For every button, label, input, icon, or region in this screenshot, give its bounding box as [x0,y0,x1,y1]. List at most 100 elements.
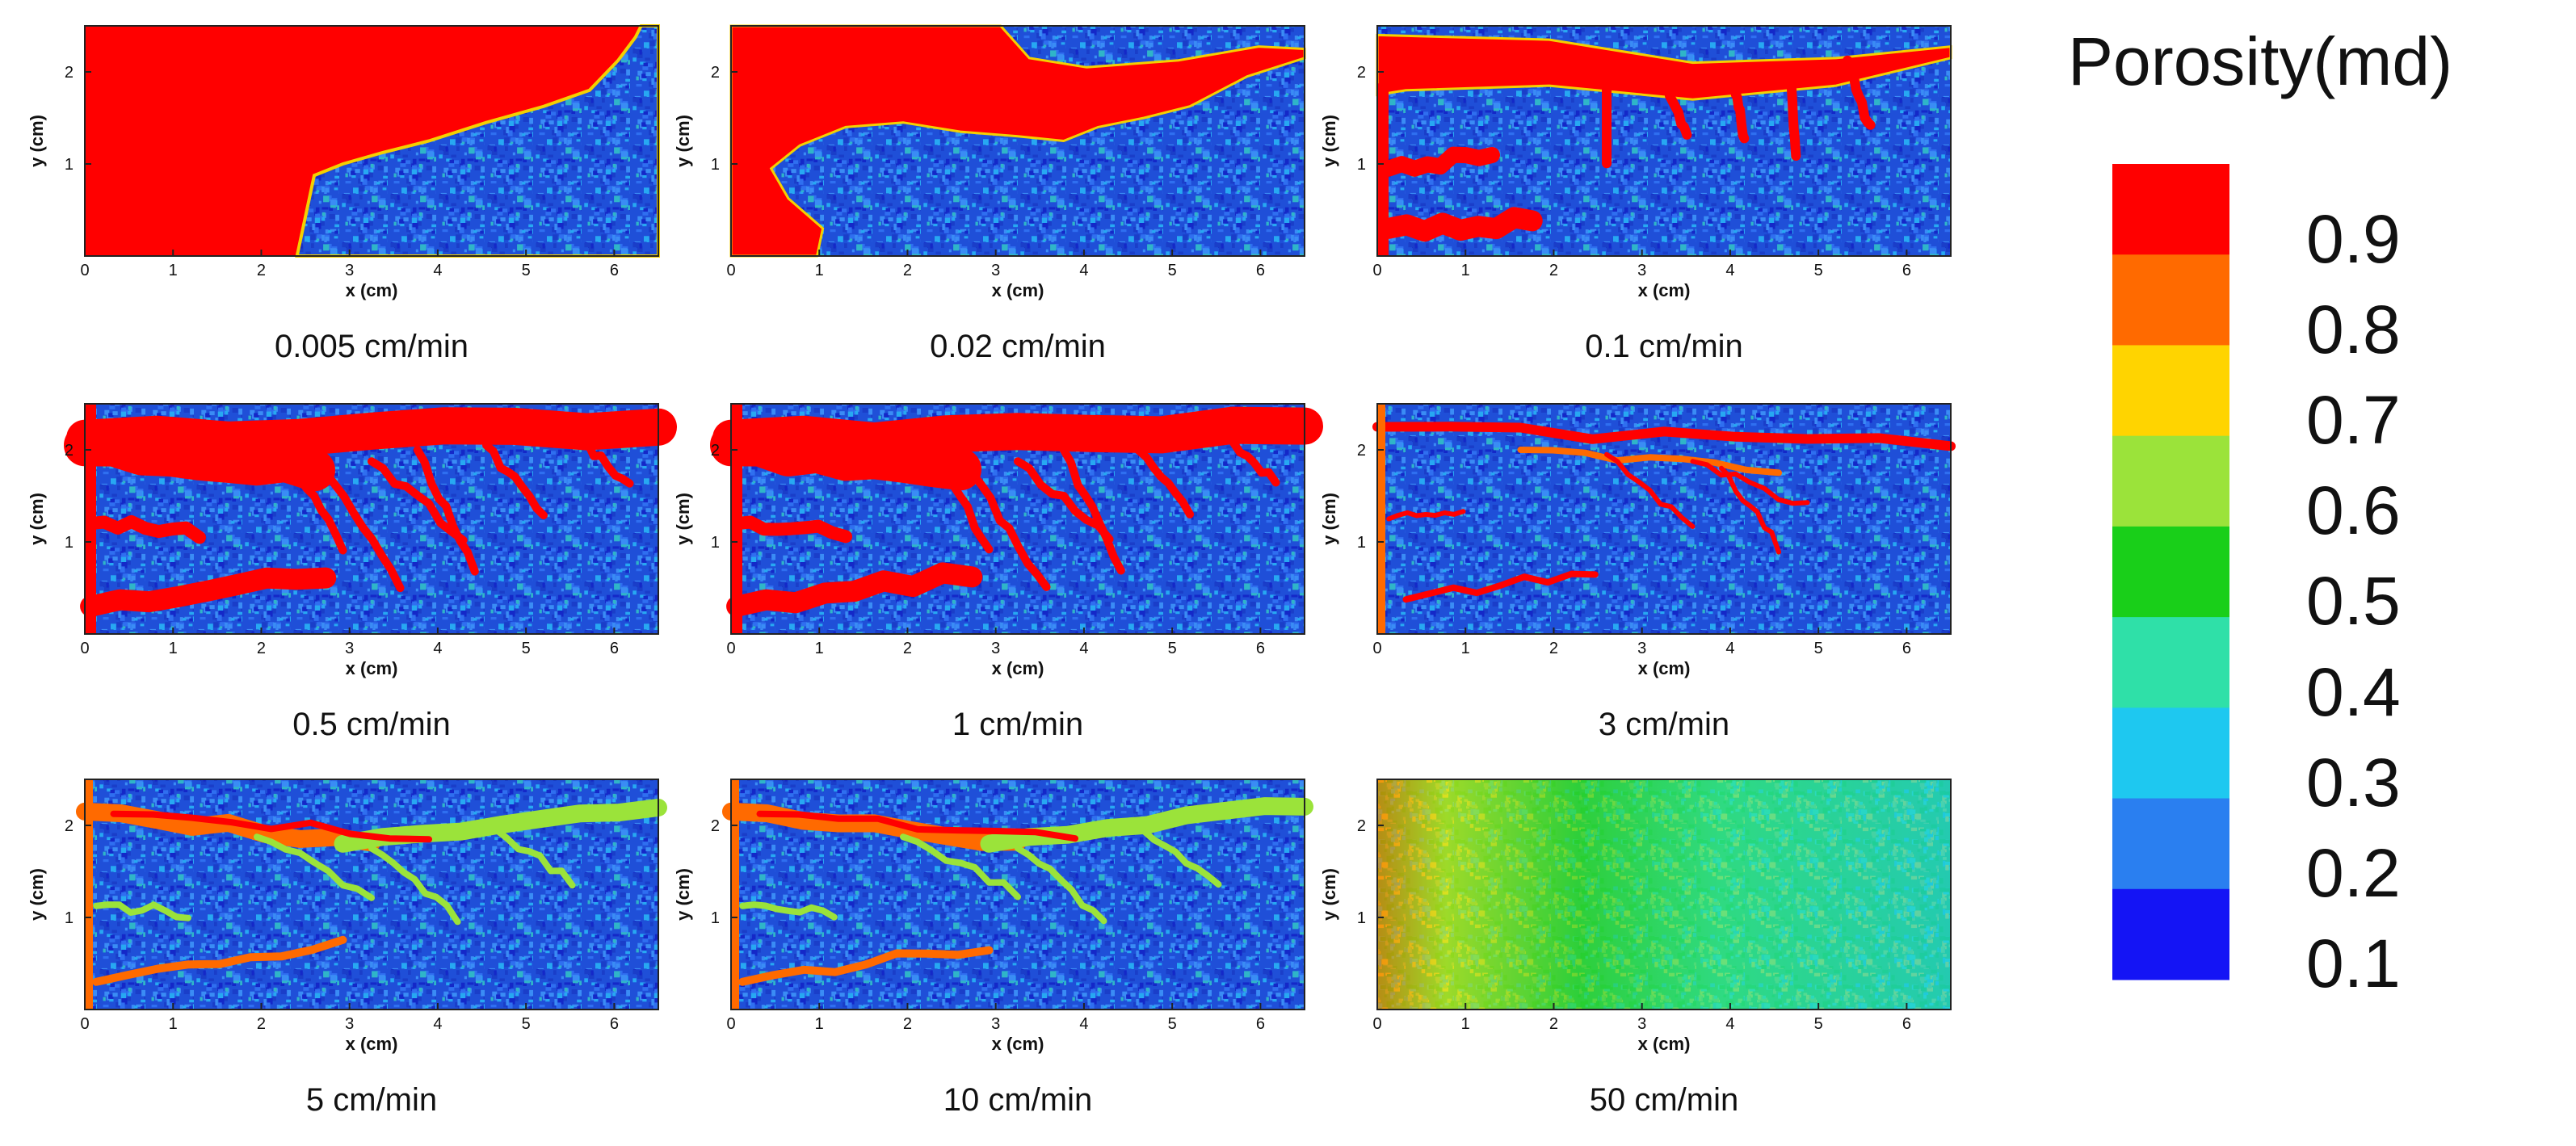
panel-5-xtick-label: 3 [991,640,1000,657]
panel-5-inlet-face [731,404,742,634]
panel-3-caption: 0.1 cm/min [1585,329,1743,364]
colorbar-label: 0.4 [2306,653,2401,730]
panel-7: 0 1 2 3 4 5 6 1 2 x (cm) y (cm) [27,779,667,1054]
panel-1-frame [84,25,659,257]
panel-4-caption: 0.5 cm/min [292,707,451,742]
panel-6-xtick-label: 3 [1637,640,1646,657]
panel-4-xtick-label: 0 [80,640,89,657]
panel-6-ylabel: y (cm) [1319,493,1339,545]
panel-8-ytick-label: 2 [711,817,720,835]
colorbar-label: 0.1 [2306,926,2401,1002]
panel-6-xlabel: x (cm) [1638,658,1691,678]
panel-4-xtick-label: 2 [257,640,266,657]
panel-4-xtick-label: 4 [433,640,442,657]
panel-3-ylabel: y (cm) [1319,115,1339,167]
panel-1-xlabel: x (cm) [346,280,398,300]
panel-7-xtick-label: 6 [610,1015,619,1033]
colorbar [2112,164,2229,980]
panel-7-xtick-label: 3 [345,1015,354,1033]
colorbar-label: 0.3 [2306,744,2401,821]
panel-8-xtick-label: 2 [903,1015,912,1033]
panel-4-frame [84,403,659,635]
panel-6-xtick-label: 6 [1902,640,1911,657]
panel-9: 0 1 2 3 4 5 6 1 2 x (cm) y (cm) [1319,779,1952,1054]
colorbar-label: 0.6 [2306,472,2401,549]
panel-3-xtick-label: 2 [1549,262,1558,279]
colorbar-swatch [2112,345,2229,437]
panel-5-xtick-label: 5 [1168,640,1177,657]
panel-4-xlabel: x (cm) [346,658,398,678]
panel-5-xlabel: x (cm) [992,658,1044,678]
panel-8-frame [730,779,1305,1010]
panel-3-xtick-label: 4 [1725,262,1734,279]
panel-9-xtick-label: 4 [1725,1015,1734,1033]
panel-1: 0 1 2 3 4 5 6 1 2 x (cm) y (cm) [27,24,660,300]
colorbar-swatch [2112,526,2229,618]
panel-8-caption: 10 cm/min [943,1082,1093,1118]
panel-3-xtick-label: 6 [1902,262,1911,279]
colorbar-label: 0.7 [2306,381,2401,458]
panel-6-xtick-label: 4 [1725,640,1734,657]
colorbar-swatch [2112,435,2229,527]
panel-8-xtick-label: 5 [1168,1015,1177,1033]
colorbar-swatch [2112,888,2229,980]
panel-1-xtick-label: 0 [80,262,89,279]
panel-7-xtick-label: 5 [522,1015,531,1033]
panel-9-ytick-label: 1 [1357,909,1366,927]
panel-8-xtick-label: 0 [726,1015,735,1033]
panel-9-caption: 50 cm/min [1589,1082,1739,1118]
panel-1-ytick-label: 1 [65,156,74,174]
panel-4-xtick-label: 5 [522,640,531,657]
panel-6-frame [1376,403,1952,635]
panel-8-xtick-label: 1 [815,1015,824,1033]
panel-3-xtick-label: 3 [1637,262,1646,279]
panel-1-xtick-label: 6 [610,262,619,279]
panel-2-xtick-label: 5 [1168,262,1177,279]
panel-7-ytick-label: 1 [65,909,74,927]
panel-1-xtick-label: 1 [169,262,178,279]
panel-9-ytick-label: 2 [1357,817,1366,835]
colorbar-swatch [2112,254,2229,346]
panel-2: 0 1 2 3 4 5 6 1 2 x (cm) y (cm) [673,24,1306,300]
panel-2-xtick-label: 1 [815,262,824,279]
panel-4-ytick-label: 2 [65,442,74,460]
panel-6-ytick-label: 1 [1357,534,1366,552]
panel-5-caption: 1 cm/min [952,707,1084,742]
panel-2-ylabel: y (cm) [673,115,693,167]
panel-8-xlabel: x (cm) [992,1034,1044,1054]
panel-6-caption: 3 cm/min [1598,707,1730,742]
panel-3-xlabel: x (cm) [1638,280,1691,300]
panel-4-xtick-label: 1 [169,640,178,657]
panel-8: 0 1 2 3 4 5 6 1 2 x (cm) y (cm) [673,779,1313,1054]
panel-5-ytick-label: 2 [711,442,720,460]
panel-8-xtick-label: 6 [1256,1015,1265,1033]
panel-5-xtick-label: 6 [1256,640,1265,657]
panel-1-xtick-label: 4 [433,262,442,279]
colorbar-swatch [2112,798,2229,890]
panel-5-xtick-label: 0 [726,640,735,657]
panel-9-xtick-label: 6 [1902,1015,1911,1033]
panel-3-ytick-label: 1 [1357,156,1366,174]
panel-6-ytick-label: 2 [1357,442,1366,460]
panel-4-xtick-label: 6 [610,640,619,657]
colorbar-label: 0.9 [2306,200,2401,277]
panel-5-xtick-label: 4 [1079,640,1088,657]
panel-7-inlet-face [85,779,93,1010]
panel-9-xtick-label: 5 [1814,1015,1823,1033]
panel-9-xtick-label: 3 [1637,1015,1646,1033]
panel-1-ytick-label: 2 [65,64,74,82]
colorbar-label: 0.5 [2306,563,2401,640]
panel-7-xtick-label: 2 [257,1015,266,1033]
panel-8-inlet-face [731,779,739,1010]
panel-1-caption: 0.005 cm/min [274,329,469,364]
panel-2-xtick-label: 6 [1256,262,1265,279]
panel-9-xtick-label: 0 [1372,1015,1381,1033]
panel-5-ylabel: y (cm) [673,493,693,545]
panel-6-xtick-label: 0 [1372,640,1381,657]
panel-5-xtick-label: 1 [815,640,824,657]
panel-5-frame [730,403,1305,635]
panel-1-xtick-label: 2 [257,262,266,279]
panel-3-main-wormhole [1376,33,1952,101]
panel-2-xtick-label: 0 [726,262,735,279]
